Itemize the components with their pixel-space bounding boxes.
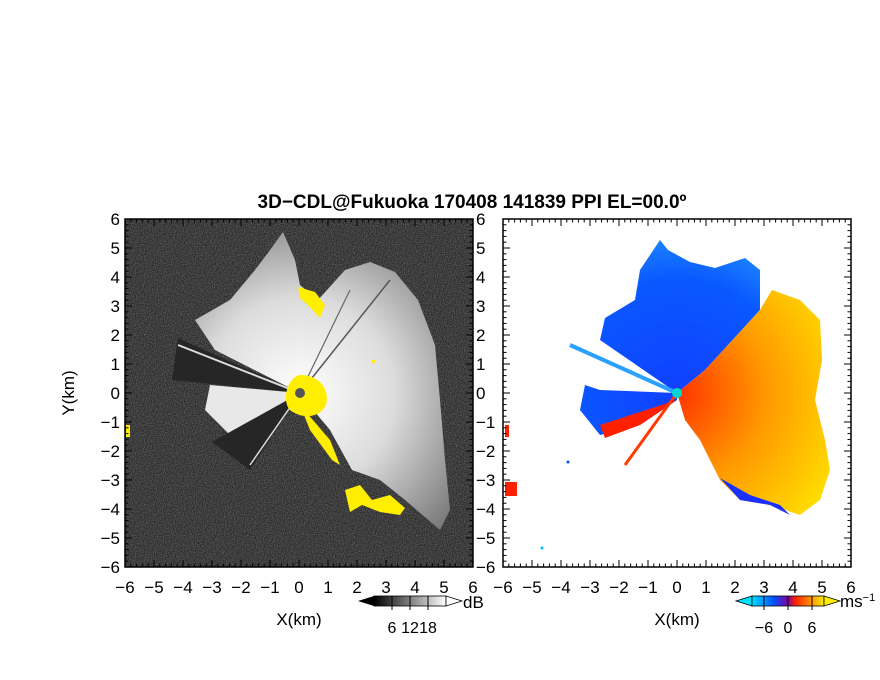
velocity-positive-region [677, 290, 830, 515]
y-tick-label: −5 [101, 529, 120, 548]
x-tick-label: 6 [846, 578, 855, 597]
x-tick-label: 0 [294, 578, 303, 597]
x-tick-label: −1 [260, 578, 279, 597]
x-tick-label: −5 [522, 578, 541, 597]
colorbar-tick-label: −6 [755, 620, 773, 637]
x-tick-label: 4 [788, 578, 797, 597]
x-tick-label: 2 [352, 578, 361, 597]
y-tick-label: 1 [476, 355, 485, 374]
colorbar-tick-label: 6 [808, 620, 817, 637]
y-tick-label: 4 [476, 268, 485, 287]
velocity-negative-region [600, 240, 760, 393]
x-tick-label: 3 [381, 578, 390, 597]
colorbar-tick-label: 6 [388, 620, 397, 637]
radar-site-marker [295, 388, 305, 398]
x-tick-label: 5 [817, 578, 826, 597]
x-tick-label: 5 [439, 578, 448, 597]
x-tick-label: 0 [672, 578, 681, 597]
colorbar-arrow-high [445, 595, 464, 607]
intensity-xlabel: X(km) [276, 610, 321, 629]
y-tick-label: −2 [476, 442, 495, 461]
intensity-ylabel: Y(km) [59, 370, 78, 415]
x-tick-label: −2 [231, 578, 250, 597]
y-tick-label: −3 [476, 471, 495, 490]
colorbar-arrow-low [358, 596, 374, 606]
x-tick-label: 2 [730, 578, 739, 597]
x-tick-label: −6 [493, 578, 512, 597]
y-tick-label: 2 [111, 326, 120, 345]
y-tick-label: −4 [476, 500, 495, 519]
x-tick-label: −1 [638, 578, 657, 597]
x-tick-label: −4 [173, 578, 192, 597]
intensity-ticks: −6 −5 −4 −3 −2 −1 0 1 2 3 4 5 66 65 54 43 32 21 10 0−1 −1−2−… [101, 210, 496, 597]
colorbar-tick-label: 0 [784, 620, 793, 637]
y-tick-label: 0 [476, 384, 485, 403]
velocity-edge [720, 478, 790, 515]
y-tick-label: 5 [111, 239, 120, 258]
velocity-colorbar: −6 0 6 ms−1 [734, 592, 875, 637]
y-tick-label: 4 [111, 268, 120, 287]
velocity-negative-region [580, 385, 677, 435]
y-tick-label: 2 [476, 326, 485, 345]
y-tick-label: −4 [101, 500, 120, 519]
x-tick-label: 4 [410, 578, 419, 597]
velocity-edge [600, 400, 677, 438]
x-tick-label: −6 [115, 578, 134, 597]
chart-title: 3D−CDL@Fukuoka 170408 141839 PPI EL=00.0… [258, 192, 687, 213]
intensity-colorbar-unit: dB [463, 593, 484, 612]
intensity-colorbar: 6 12 18 dB [358, 593, 484, 637]
radar-site-marker [672, 388, 682, 398]
velocity-beam [623, 392, 679, 466]
velocity-ticks: −6 −5 −4 −3 −2 −1 0 1 2 3 4 5 6 [493, 219, 856, 597]
velocity-isolated-echo [505, 425, 517, 496]
y-tick-label: 6 [476, 210, 485, 229]
y-tick-label: 6 [111, 210, 120, 229]
y-tick-label: 3 [111, 297, 120, 316]
y-tick-label: −2 [101, 442, 120, 461]
colorbar-arrow-low [734, 595, 753, 607]
y-tick-label: 0 [111, 384, 120, 403]
velocity-colorbar-unit: ms−1 [840, 592, 875, 611]
x-tick-label: −3 [202, 578, 221, 597]
x-tick-label: 1 [701, 578, 710, 597]
y-tick-label: 5 [476, 239, 485, 258]
beam-line [299, 289, 351, 394]
colorbar-arrow-high [823, 595, 842, 607]
x-tick-label: 1 [323, 578, 332, 597]
x-tick-label: −3 [580, 578, 599, 597]
x-tick-label: 6 [468, 578, 477, 597]
velocity-isolated-echo [540, 546, 544, 550]
intensity-echo-region [195, 232, 450, 530]
y-tick-label: −3 [101, 471, 120, 490]
x-tick-label: −5 [144, 578, 163, 597]
x-tick-label: −4 [551, 578, 570, 597]
y-tick-label: −1 [476, 413, 495, 432]
beam-line [299, 279, 391, 394]
y-tick-label: −6 [101, 558, 120, 577]
y-tick-label: −5 [476, 529, 495, 548]
blocked-sector-sw [212, 393, 300, 470]
velocity-beam [569, 343, 678, 395]
velocity-isolated-echo [566, 460, 570, 464]
velocity-panel: −6 −5 −4 −3 −2 −1 0 1 2 3 4 5 6 X(km) [493, 218, 856, 629]
y-tick-label: −6 [476, 558, 495, 577]
x-tick-label: −2 [609, 578, 628, 597]
beam-line [177, 344, 301, 394]
velocity-xlabel: X(km) [654, 610, 699, 629]
intensity-panel: −6 −5 −4 −3 −2 −1 0 1 2 3 4 5 66 65 54 43 32 21 10 0−1 −1−2−… [59, 210, 495, 629]
saturated-echo [126, 287, 405, 515]
intensity-echo-west [205, 385, 300, 440]
blocked-sector-nw [172, 338, 300, 393]
y-tick-label: −1 [101, 413, 120, 432]
y-tick-label: 3 [476, 297, 485, 316]
x-tick-label: 3 [759, 578, 768, 597]
y-tick-label: 1 [111, 355, 120, 374]
colorbar-tick-label: 18 [419, 620, 437, 637]
colorbar-tick-label: 12 [401, 620, 419, 637]
